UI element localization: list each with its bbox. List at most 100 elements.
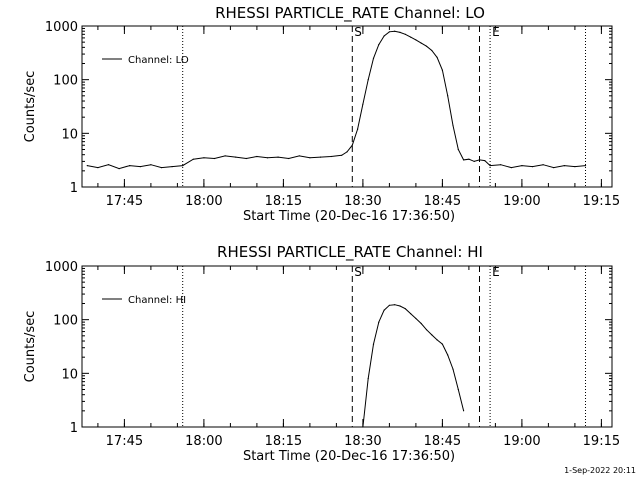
series-point	[463, 159, 465, 161]
y-tick-label: 1000	[45, 20, 78, 35]
x-tick-label: 17:45	[106, 434, 143, 449]
x-tick-label: 18:00	[185, 434, 222, 449]
y-tick-label: 10	[61, 367, 78, 382]
series-point	[129, 165, 131, 167]
series-line	[87, 30, 586, 170]
series-point	[367, 377, 369, 380]
series-point	[341, 154, 343, 156]
series-point	[436, 339, 438, 341]
y-tick-label: 1	[70, 421, 78, 436]
series-point	[500, 164, 502, 166]
series-point	[415, 39, 417, 41]
series-point	[420, 322, 422, 325]
series-point	[309, 157, 311, 159]
series-point	[362, 426, 364, 428]
series-point	[383, 309, 385, 311]
series-point	[394, 30, 396, 32]
series-point	[182, 165, 184, 167]
x-tick-label: 18:00	[185, 194, 222, 209]
series-point	[420, 42, 422, 44]
series-point	[410, 36, 412, 38]
series-point	[447, 95, 449, 97]
x-tick-label: 19:15	[583, 434, 620, 449]
series-point	[330, 155, 332, 158]
series-point	[452, 124, 454, 127]
y-tick-label: 1	[70, 181, 78, 196]
series-point	[372, 343, 375, 345]
x-tick-label: 18:15	[265, 434, 302, 449]
series-point	[367, 79, 369, 81]
series-point	[357, 128, 359, 130]
series-point	[404, 33, 406, 35]
series-point	[563, 165, 565, 167]
series-point	[399, 305, 401, 307]
x-tick-label: 18:30	[344, 194, 381, 209]
series-point	[441, 343, 443, 345]
series-point	[468, 158, 470, 160]
series-point	[383, 35, 385, 37]
y-tick-label: 100	[53, 74, 78, 89]
series-point	[484, 160, 486, 162]
x-tick-label: 18:45	[424, 434, 461, 449]
series-point	[319, 156, 322, 158]
y-axis-label: Counts/sec	[23, 71, 38, 143]
series-point	[436, 56, 438, 59]
series-point	[463, 410, 465, 412]
series-point	[404, 308, 406, 310]
series-point	[118, 168, 120, 170]
series-point	[224, 155, 226, 157]
series-point	[431, 49, 433, 52]
plot-frame	[81, 265, 613, 428]
series-point	[394, 304, 396, 306]
series-point	[489, 165, 491, 167]
footer-timestamp: 1-Sep-2022 20:11	[564, 466, 636, 475]
chart-title: RHESSI PARTICLE_RATE Channel: HI	[217, 243, 483, 262]
series-point	[388, 31, 390, 33]
series-point	[542, 164, 544, 166]
series-point	[351, 144, 353, 146]
series-point	[378, 44, 380, 46]
x-tick-label: 17:45	[106, 194, 143, 209]
series-point	[160, 167, 163, 169]
series-point	[192, 158, 194, 160]
series-point	[553, 167, 555, 169]
series-point	[171, 166, 173, 168]
series-point	[457, 148, 459, 151]
event-marker-label: E	[492, 265, 500, 279]
series-point	[410, 313, 412, 315]
series-point	[86, 165, 88, 167]
series-point	[510, 167, 512, 169]
series-point	[372, 57, 375, 59]
series-point	[235, 156, 237, 158]
legend-label: Channel: LO	[128, 55, 189, 66]
series-line	[362, 304, 465, 428]
series-point	[452, 368, 454, 370]
series-point	[203, 157, 205, 159]
series-point	[531, 166, 534, 168]
x-tick-label: 19:00	[503, 194, 540, 209]
series-point	[415, 317, 417, 320]
chart-title: RHESSI PARTICLE_RATE Channel: LO	[215, 4, 485, 23]
series-point	[362, 103, 364, 105]
series-point	[266, 157, 269, 159]
series-point	[457, 388, 459, 391]
series-point	[574, 166, 576, 168]
event-marker-label: S	[354, 25, 362, 39]
series-point	[425, 329, 428, 331]
series-point	[584, 165, 587, 167]
y-axis-label: Counts/sec	[23, 311, 38, 383]
x-tick-label: 19:15	[583, 194, 620, 209]
series-point	[245, 157, 247, 160]
series-point	[378, 321, 380, 323]
series-point	[441, 69, 443, 71]
series-point	[399, 31, 401, 33]
y-tick-label: 10	[61, 127, 78, 142]
y-tick-label: 100	[53, 314, 78, 329]
series-point	[298, 155, 300, 157]
x-tick-label: 19:00	[503, 434, 540, 449]
series-point	[107, 164, 110, 166]
legend-label: Channel: HI	[128, 295, 186, 306]
series-point	[288, 157, 290, 160]
series-point	[425, 45, 428, 47]
